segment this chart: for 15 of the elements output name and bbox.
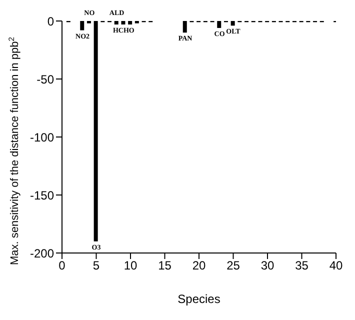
y-tick-label: -200 bbox=[30, 246, 54, 260]
y-tick-label: -100 bbox=[30, 130, 54, 144]
x-tick-label: 30 bbox=[260, 258, 274, 273]
y-tick-label: -150 bbox=[30, 188, 54, 202]
x-axis-title: Species bbox=[178, 292, 220, 306]
x-tick-label: 0 bbox=[58, 258, 66, 273]
x-tick-label: 15 bbox=[158, 258, 172, 273]
x-tick-label: 25 bbox=[226, 258, 240, 273]
y-tick-label: -50 bbox=[36, 72, 54, 86]
x-tick-label: 10 bbox=[124, 258, 138, 273]
x-tick-label: 20 bbox=[192, 258, 206, 273]
x-tick-label: 40 bbox=[329, 258, 343, 273]
x-tick-label: 35 bbox=[295, 258, 309, 273]
x-tick-label: 5 bbox=[92, 258, 100, 273]
y-tick-label: 0 bbox=[47, 14, 54, 28]
